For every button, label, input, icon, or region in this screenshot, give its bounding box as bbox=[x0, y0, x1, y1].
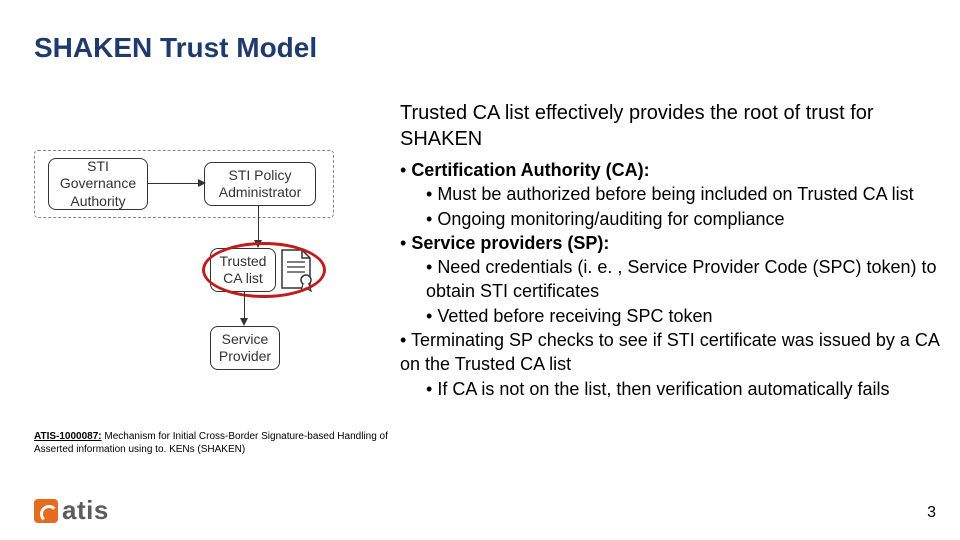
atis-logo: atis bbox=[34, 495, 109, 526]
lead-text: Trusted CA list effectively provides the… bbox=[400, 100, 940, 152]
bullet-list: Certification Authority (CA): Must be au… bbox=[400, 158, 940, 401]
arrow-ga-pa bbox=[148, 183, 200, 184]
list-item: Ongoing monitoring/auditing for complian… bbox=[426, 207, 940, 231]
arrow-ca-sp bbox=[244, 292, 245, 320]
list-item: Vetted before receiving SPC token bbox=[426, 304, 940, 328]
box-sti-pa: STI Policy Administrator bbox=[204, 162, 316, 206]
box-service-provider: Service Provider bbox=[210, 326, 280, 370]
list-item: Service providers (SP): Need credentials… bbox=[400, 231, 940, 328]
list-item: Terminating SP checks to see if STI cert… bbox=[400, 328, 940, 401]
trust-diagram: STI Governance Authority STI Policy Admi… bbox=[34, 140, 364, 380]
citation-label: ATIS-1000087: bbox=[34, 431, 102, 442]
slide-title: SHAKEN Trust Model bbox=[34, 32, 317, 64]
list-item: Must be authorized before being included… bbox=[426, 182, 940, 206]
content-panel: Trusted CA list effectively provides the… bbox=[400, 100, 940, 401]
logo-text: atis bbox=[62, 495, 109, 525]
arrow-ca-sp-head bbox=[240, 318, 248, 326]
arrow-ga-pa-head bbox=[198, 179, 206, 187]
logo-icon bbox=[34, 499, 58, 523]
box-sti-ga: STI Governance Authority bbox=[48, 158, 148, 210]
list-item: Certification Authority (CA): Must be au… bbox=[400, 158, 940, 231]
list-item: Need credentials (i. e. , Service Provid… bbox=[426, 255, 940, 304]
page-number: 3 bbox=[927, 504, 936, 522]
arrow-pa-ca bbox=[258, 206, 259, 242]
list-item: If CA is not on the list, then verificat… bbox=[426, 377, 940, 401]
red-ellipse bbox=[202, 242, 326, 298]
citation: ATIS-1000087: Mechanism for Initial Cros… bbox=[34, 430, 394, 456]
